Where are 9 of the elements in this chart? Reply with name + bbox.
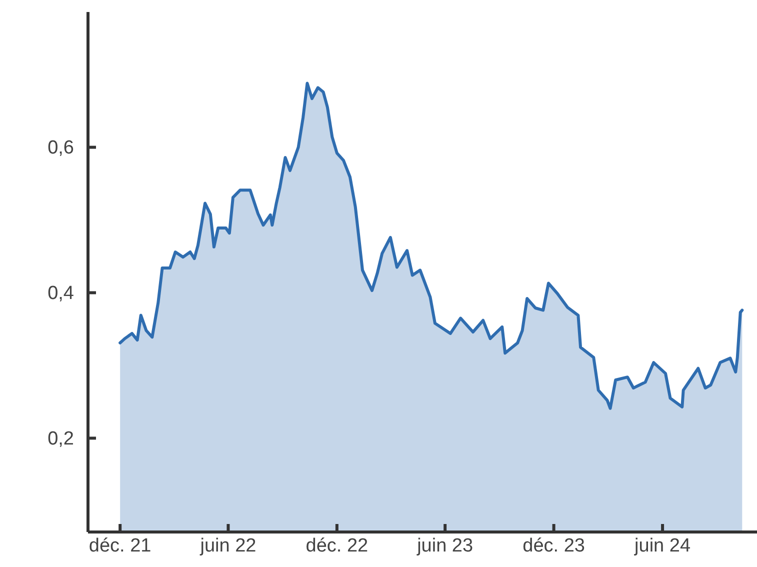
x-tick-label: juin 23 bbox=[416, 535, 474, 556]
y-tick-label: 0,4 bbox=[48, 282, 74, 304]
x-tick-label: déc. 22 bbox=[306, 535, 368, 556]
y-tick-label: 0,2 bbox=[48, 428, 74, 450]
x-tick-label: déc. 23 bbox=[522, 535, 585, 556]
y-tick-label: 0,6 bbox=[48, 137, 74, 158]
x-tick-label: juin 22 bbox=[199, 535, 256, 556]
x-tick-label: juin 24 bbox=[634, 535, 691, 556]
x-tick-label: déc. 21 bbox=[88, 535, 152, 556]
